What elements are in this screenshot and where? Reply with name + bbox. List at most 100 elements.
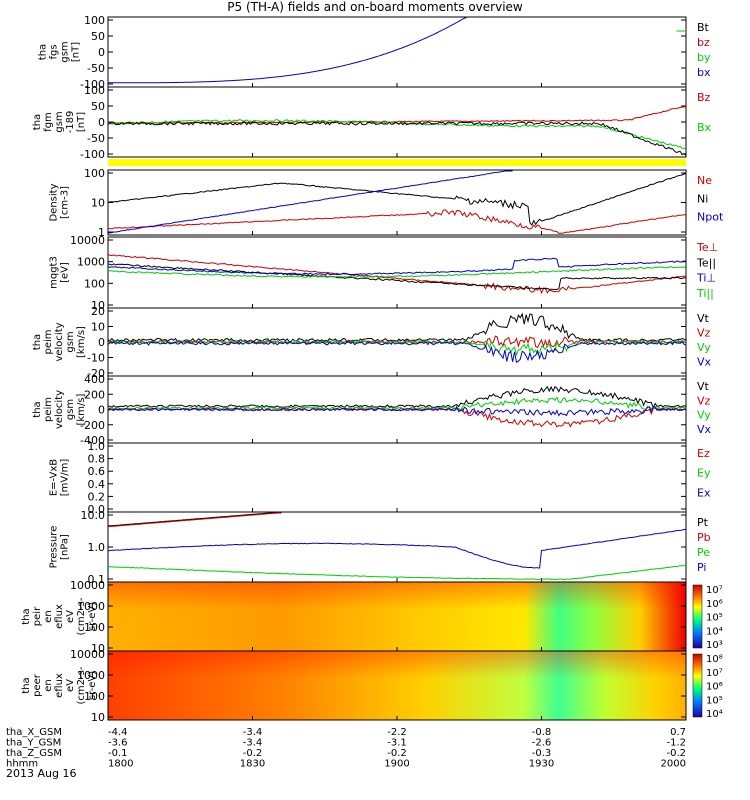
y-tick-label: 1.0 xyxy=(88,440,106,453)
y-tick-label: -50 xyxy=(87,62,105,75)
trace-Bz xyxy=(107,105,687,125)
panel-frame-7 xyxy=(107,511,687,583)
y-axis-label: (cm2-s- xyxy=(76,597,87,635)
y-axis-label: fgs xyxy=(49,44,60,59)
legend-entry: Pb xyxy=(697,531,711,544)
ephemeris-value: 1800 xyxy=(108,759,133,770)
y-axis-label: en xyxy=(43,610,54,623)
colorbar-9 xyxy=(692,653,703,718)
legend-entry: by xyxy=(697,51,711,64)
trace-Pb xyxy=(107,512,282,528)
legend-entry: bz xyxy=(697,36,710,49)
trace-bx xyxy=(108,17,467,84)
legend-entry: Vz xyxy=(697,327,711,340)
y-axis-label: velocity xyxy=(54,390,65,429)
y-tick-label: 10 xyxy=(91,299,105,312)
y-tick-label: 100 xyxy=(84,277,105,290)
y-tick-label: 0.0 xyxy=(88,503,106,516)
trace-Vt-4 xyxy=(107,312,687,343)
panel-frame-6 xyxy=(107,442,687,513)
y-tick-label: 1.0 xyxy=(88,541,106,554)
y-axis-label: eV xyxy=(65,679,76,692)
y-tick-label: -100 xyxy=(80,78,105,91)
y-axis-label: [km/s] xyxy=(76,326,87,358)
legend-entry: Ni xyxy=(697,192,708,205)
ephemeris-value: 0.7 xyxy=(670,727,686,738)
y-tick-label: 10000 xyxy=(70,648,105,661)
y-tick-label: 0 xyxy=(98,404,105,417)
legend-entry: Pi xyxy=(697,561,706,574)
y-tick-label: 1000 xyxy=(77,669,105,682)
y-tick-label: 200 xyxy=(84,388,105,401)
y-tick-label: 10000 xyxy=(70,234,105,247)
ephemeris-label: tha_Y_GSM xyxy=(6,738,61,749)
y-tick-label: 0.8 xyxy=(88,453,106,466)
y-axis-label: peim xyxy=(43,329,54,354)
legend-entry: Vt xyxy=(697,312,710,325)
y-axis-label: tha xyxy=(21,677,32,693)
y-tick-label: 0 xyxy=(98,46,105,59)
y-axis-label: eflux xyxy=(54,673,65,698)
y-tick-label: 10000 xyxy=(70,579,105,592)
legend-entry: Vx xyxy=(697,423,712,436)
legend-entry: bx xyxy=(697,66,711,79)
trace-Te-par xyxy=(107,263,687,291)
y-axis-label: gsm xyxy=(65,331,76,352)
trace-Vy-4 xyxy=(107,339,687,357)
y-tick-label: -100 xyxy=(80,148,105,161)
y-axis-label: tha xyxy=(38,44,49,60)
y-axis-label: sr-eV) xyxy=(87,602,98,631)
trace-Ti-perp xyxy=(107,257,687,276)
y-axis-label: [cm-3] xyxy=(60,186,71,219)
y-axis-label: -189 xyxy=(65,111,76,134)
ephemeris-label: tha_X_GSM xyxy=(6,727,62,738)
y-tick-label: -200 xyxy=(80,419,105,432)
trace-Vz-4 xyxy=(107,335,687,349)
colorbar-label: 10⁷ xyxy=(706,668,723,679)
legend-entry: Ti|| xyxy=(696,287,714,300)
legend-entry: Ez xyxy=(697,447,710,460)
ephemeris-value: -3.4 xyxy=(243,738,263,749)
y-tick-label: 1 xyxy=(98,226,105,239)
legend-entry: Ti⊥ xyxy=(696,272,716,285)
y-tick-label: 10 xyxy=(91,197,105,210)
y-axis-label: sr-eV) xyxy=(87,671,98,700)
ephemeris-value: 2000 xyxy=(661,759,686,770)
ephemeris-value: -2.6 xyxy=(532,738,552,749)
y-tick-label: 50 xyxy=(91,30,105,43)
y-axis-label: gsm xyxy=(65,399,76,420)
trace-Ne xyxy=(107,209,687,234)
y-tick-label: -50 xyxy=(87,132,105,145)
colorbar-label: 10³ xyxy=(706,640,723,651)
y-axis-label: tha xyxy=(32,401,43,417)
y-tick-label: 100 xyxy=(84,14,105,27)
y-axis-label: peer xyxy=(32,673,43,697)
y-tick-label: 0.4 xyxy=(88,478,106,491)
legend-entry: Vx xyxy=(697,356,712,369)
legend-entry: Bx xyxy=(697,121,712,134)
trace-Vx-5 xyxy=(107,405,687,417)
ephemeris-value: -0.3 xyxy=(532,748,552,759)
y-axis-label: gsm xyxy=(54,111,65,132)
colorbar-8 xyxy=(692,584,703,649)
ephemeris-value: -0.2 xyxy=(666,748,686,759)
ephemeris-value: -0.8 xyxy=(532,727,552,738)
ephemeris-value: -4.4 xyxy=(108,727,128,738)
y-axis-label: Density xyxy=(49,183,60,221)
ephemeris-value: -3.4 xyxy=(243,727,263,738)
legend-entry: Vy xyxy=(697,409,711,422)
y-tick-label: 10 xyxy=(91,711,105,724)
y-axis-label: peir xyxy=(32,606,43,626)
ephemeris-value: -0.2 xyxy=(243,748,263,759)
y-tick-label: 100 xyxy=(84,621,105,634)
legend-entry: Vy xyxy=(697,341,711,354)
ephemeris-value: 1830 xyxy=(240,759,265,770)
trace-Vx-4 xyxy=(107,341,687,363)
y-axis-label: eflux xyxy=(54,604,65,629)
y-tick-label: 100 xyxy=(84,690,105,703)
colorbar-label: 10⁷ xyxy=(706,585,723,596)
trace-Npot xyxy=(107,170,513,234)
heatmap-overlay-8 xyxy=(108,582,686,651)
y-tick-label: 10 xyxy=(91,642,105,655)
